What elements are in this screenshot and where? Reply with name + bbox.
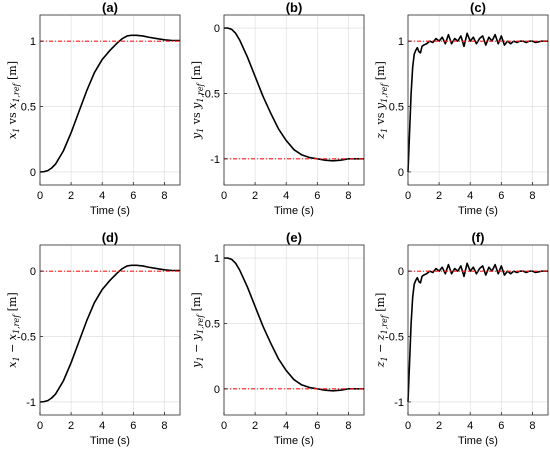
axes-frame xyxy=(223,244,365,416)
x-tick-label: 2 xyxy=(68,190,74,202)
x-tick-label: 8 xyxy=(529,420,535,432)
x-axis-label: Time (s) xyxy=(458,435,498,447)
x-tick-label: 4 xyxy=(99,190,105,202)
y-axis-label: x1 − x1,ref [m] xyxy=(6,292,21,367)
response-line xyxy=(224,257,364,392)
axes-frame xyxy=(223,14,365,186)
x-tick-label: 2 xyxy=(436,420,442,432)
y-tick-label: 0 xyxy=(214,384,220,396)
x-tick-label: 4 xyxy=(467,190,473,202)
y-axis-label: y1 − y1,ref [m] xyxy=(190,292,205,368)
x-axis-label: Time (s) xyxy=(90,205,130,217)
panel-title: (c) xyxy=(470,0,486,15)
x-tick-label: 2 xyxy=(252,190,258,202)
x-tick-label: 2 xyxy=(436,190,442,202)
x-tick-label: 8 xyxy=(161,190,167,202)
panel-title: (f) xyxy=(472,230,485,245)
y-axis-label: x1 vs x1,ref [m] xyxy=(6,61,21,139)
response-line xyxy=(39,34,180,173)
axes-frame xyxy=(39,244,181,416)
x-tick-label: 4 xyxy=(99,420,105,432)
x-axis-label: Time (s) xyxy=(458,205,498,217)
y-axis-label: z1 vs y1,ref [m] xyxy=(374,61,389,140)
response-line xyxy=(39,264,180,403)
y-tick-label: 1 xyxy=(398,36,404,48)
x-tick-label: 4 xyxy=(283,190,289,202)
panel-a: 0 2 4 6 8 0 0.5 1 (a) Time (s) x1 vs x1,ref [m] xyxy=(6,0,181,217)
response-line xyxy=(407,262,548,402)
x-tick-label: 0 xyxy=(405,420,411,432)
y-tick-label: 0.5 xyxy=(389,102,404,114)
panel-d: 0 2 4 6 8 -1 -0.5 0 (d) Time (s) x1 − x1,ref [m] xyxy=(6,230,181,447)
x-tick-label: 6 xyxy=(130,420,136,432)
y-axis-label: z1 − z1,ref [m] xyxy=(374,293,389,369)
x-tick-label: 0 xyxy=(221,420,227,432)
x-tick-label: 6 xyxy=(130,190,136,202)
x-tick-label: 8 xyxy=(345,420,351,432)
y-axis-label: y1 vs y1,ref [m] xyxy=(190,61,205,140)
x-tick-label: 0 xyxy=(405,190,411,202)
x-tick-label: 2 xyxy=(252,420,258,432)
panel-b: 0 2 4 6 8 -1 -0.5 0 (b) Time (s) y1 vs y1,ref [m] xyxy=(190,0,365,217)
y-tick-label: -0.5 xyxy=(201,88,220,100)
x-tick-label: 6 xyxy=(498,190,504,202)
axes-frame xyxy=(407,244,549,416)
panel-title: (e) xyxy=(286,230,302,245)
x-tick-label: 4 xyxy=(283,420,289,432)
panel-e: 0 2 4 6 8 0 0.5 1 (e) Time (s) y1 − y1,ref [m] xyxy=(190,230,365,447)
response-line xyxy=(407,32,548,172)
x-axis-label: Time (s) xyxy=(274,205,314,217)
x-tick-label: 2 xyxy=(68,420,74,432)
y-tick-label: -0.5 xyxy=(17,332,36,344)
y-tick-label: 1 xyxy=(30,36,36,48)
y-tick-label: 0 xyxy=(214,23,220,35)
y-tick-label: 0 xyxy=(398,167,404,179)
y-tick-label: 0.5 xyxy=(205,318,220,330)
x-tick-label: 0 xyxy=(37,190,43,202)
y-tick-label: 0 xyxy=(398,266,404,278)
y-tick-label: -1 xyxy=(210,154,220,166)
panel-title: (a) xyxy=(102,0,118,15)
x-tick-label: 8 xyxy=(345,190,351,202)
response-line xyxy=(224,27,364,162)
x-tick-label: 0 xyxy=(37,420,43,432)
y-tick-label: -1 xyxy=(394,397,404,409)
x-tick-label: 6 xyxy=(314,190,320,202)
x-tick-label: 4 xyxy=(467,420,473,432)
x-tick-label: 6 xyxy=(498,420,504,432)
axes-frame xyxy=(407,14,549,186)
panel-f: 0 2 4 6 8 -1 -0.5 0 (f) Time (s) z1 − z1,ref [m] xyxy=(374,230,549,447)
panel-c: 0 2 4 6 8 0 0.5 1 (c) Time (s) z1 vs y1,ref [m] xyxy=(374,0,549,217)
x-axis-label: Time (s) xyxy=(90,435,130,447)
panel-title: (d) xyxy=(102,230,119,245)
panel-title: (b) xyxy=(286,0,303,15)
y-tick-label: 0.5 xyxy=(21,102,36,114)
x-tick-label: 8 xyxy=(161,420,167,432)
x-tick-label: 0 xyxy=(221,190,227,202)
x-tick-label: 8 xyxy=(529,190,535,202)
y-tick-label: 1 xyxy=(214,253,220,265)
axes-frame xyxy=(39,14,181,186)
y-tick-label: -0.5 xyxy=(385,332,404,344)
y-tick-label: -1 xyxy=(26,397,36,409)
x-axis-label: Time (s) xyxy=(274,435,314,447)
y-tick-label: 0 xyxy=(30,266,36,278)
x-tick-label: 6 xyxy=(314,420,320,432)
y-tick-label: 0 xyxy=(30,167,36,179)
